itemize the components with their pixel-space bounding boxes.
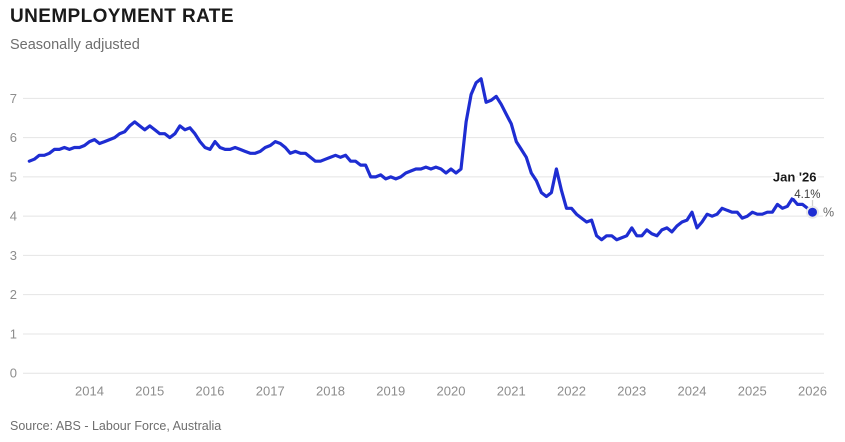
x-tick-label: 2023 xyxy=(617,384,646,399)
source-note: Source: ABS - Labour Force, Australia xyxy=(10,419,222,433)
y-tick-label: 3 xyxy=(10,248,17,263)
x-tick-label: 2020 xyxy=(437,384,466,399)
unit-label: % xyxy=(823,206,834,220)
x-tick-label: 2024 xyxy=(678,384,707,399)
trend-line xyxy=(27,77,815,242)
annotation-date-label: Jan '26 xyxy=(773,170,817,185)
x-tick-label: 2014 xyxy=(75,384,104,399)
x-tick-label: 2022 xyxy=(557,384,586,399)
x-tick-label: 2018 xyxy=(316,384,345,399)
y-tick-label: 1 xyxy=(10,326,17,341)
end-dot xyxy=(808,207,817,217)
y-tick-label: 6 xyxy=(10,130,17,145)
y-tick-label: 4 xyxy=(10,209,17,224)
x-tick-label: 2017 xyxy=(256,384,285,399)
y-tick-label: 5 xyxy=(10,169,17,184)
y-tick-label: 7 xyxy=(10,91,17,106)
x-tick-label: 2026 xyxy=(798,384,827,399)
annotation-value-label: 4.1% xyxy=(794,189,820,201)
x-tick-label: 2025 xyxy=(738,384,767,399)
x-tick-label: 2021 xyxy=(497,384,526,399)
chart-subtitle: Seasonally adjusted xyxy=(10,37,140,53)
y-tick-label: 0 xyxy=(10,366,17,381)
x-tick-label: 2015 xyxy=(135,384,164,399)
x-tick-label: 2016 xyxy=(196,384,225,399)
page-title: UNEMPLOYMENT RATE xyxy=(10,6,234,27)
y-tick-label: 2 xyxy=(10,287,17,302)
x-tick-label: 2019 xyxy=(376,384,405,399)
